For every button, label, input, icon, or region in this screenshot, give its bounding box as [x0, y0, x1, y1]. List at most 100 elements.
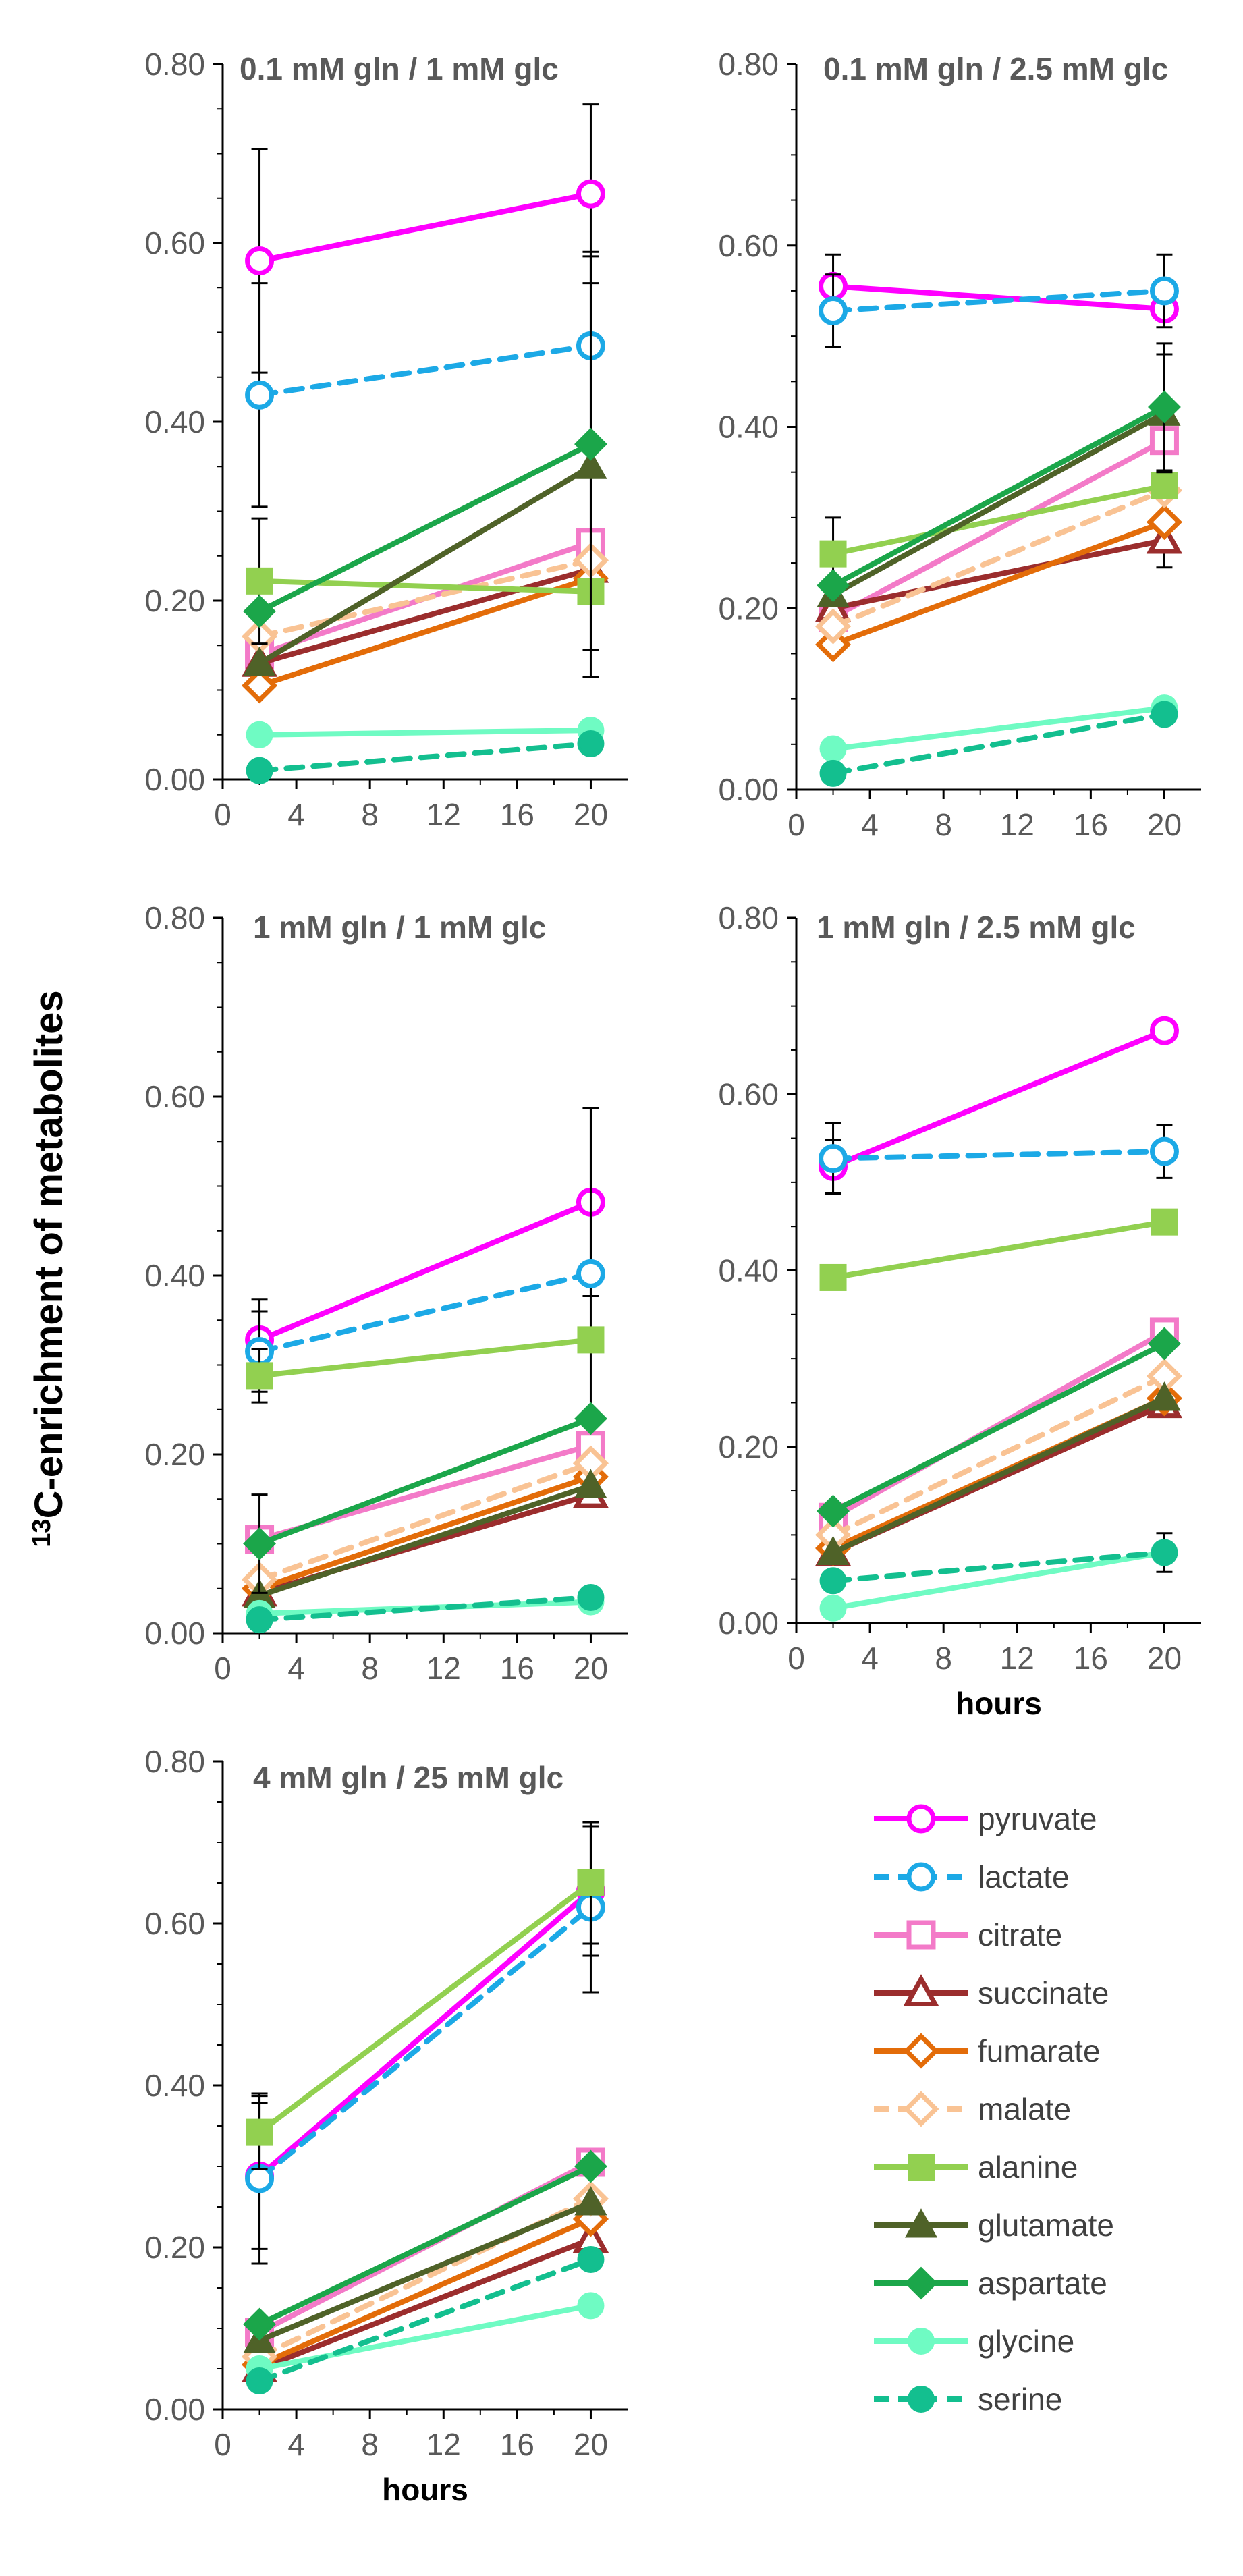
data-point-serine	[819, 759, 847, 787]
series-line	[256, 2200, 594, 2343]
series-malate	[241, 470, 609, 655]
series-alanine	[246, 1821, 605, 2170]
data-point-pyruvate	[1149, 1016, 1179, 1045]
data-point-glutamate	[243, 646, 276, 676]
series-lactate	[245, 250, 605, 508]
legend-marker	[906, 1862, 936, 1892]
panel-4: 0.00 0.20 0.40 0.60 0.80 0 4 8 12 16 20 1 mM gln / …	[718, 900, 1201, 1721]
series-line	[256, 728, 594, 738]
y-tick-label: 0.60	[144, 1906, 205, 1941]
legend-entry-glycine: glycine	[874, 2324, 1074, 2359]
x-tick-label: 4	[861, 1641, 879, 1676]
series-pyruvate	[245, 103, 605, 374]
series-line	[256, 2237, 594, 2372]
legend-label: alanine	[978, 2149, 1078, 2185]
x-tick-label: 12	[426, 797, 461, 832]
legend-label: lactate	[978, 1859, 1070, 1894]
series-line	[256, 464, 594, 666]
data-point-serine	[1151, 701, 1178, 728]
series-line	[256, 1880, 594, 2135]
series-line	[256, 1199, 594, 1343]
series-line	[256, 441, 594, 614]
legend-marker	[906, 1920, 936, 1950]
y-tick-label: 0.20	[144, 2230, 205, 2265]
data-point-lactate	[245, 2164, 275, 2193]
y-tick-label: 0.00	[144, 762, 205, 797]
legend-entry-glutamate: glutamate	[874, 2208, 1114, 2243]
y-tick-label: 0.60	[718, 1076, 779, 1112]
series-succinate	[241, 550, 609, 677]
legend-entry-malate: malate	[874, 2091, 1071, 2127]
x-tick-label: 4	[287, 797, 305, 832]
legend-entry-pyruvate: pyruvate	[874, 1801, 1097, 1836]
panel-title: 0.1 mM gln / 1 mM glc	[240, 51, 559, 86]
x-tick-label: 0	[214, 1651, 231, 1686]
series-lactate	[819, 1122, 1179, 1195]
legend-entry-lactate: lactate	[874, 1859, 1070, 1894]
series-malate	[241, 1445, 609, 1598]
legend-marker	[903, 2033, 939, 2069]
series-line	[256, 2303, 594, 2372]
y-tick-label: 0.20	[718, 591, 779, 626]
legend-label: fumarate	[978, 2033, 1101, 2068]
data-point-serine	[246, 2367, 273, 2394]
y-tick-label: 0.00	[718, 1606, 779, 1641]
series-glycine	[819, 1539, 1178, 1622]
x-tick-label: 16	[500, 1651, 534, 1686]
data-point-aspartate	[1148, 390, 1181, 424]
series-line	[256, 741, 594, 773]
data-point-lactate	[819, 1144, 848, 1174]
data-point-glutamate	[574, 2186, 607, 2216]
data-point-glutamate	[1148, 1381, 1181, 1411]
data-point-alanine	[246, 1362, 273, 1390]
data-point-alanine	[246, 567, 273, 595]
series-glutamate	[243, 1469, 607, 1608]
x-tick-label: 20	[574, 2427, 608, 2462]
series-line	[830, 404, 1167, 588]
x-tick-label: 20	[1147, 1641, 1182, 1676]
panel-title: 0.1 mM gln / 2.5 mM glc	[823, 51, 1168, 86]
y-tick-label: 0.80	[144, 900, 205, 935]
x-tick-label: 12	[426, 2427, 461, 2462]
series-alanine	[819, 472, 1178, 591]
series-line	[256, 1460, 594, 1583]
y-tick-label: 0.80	[718, 47, 779, 82]
series-line	[256, 2257, 594, 2384]
data-point-alanine	[577, 1869, 605, 1896]
series-line	[256, 566, 594, 666]
series-pyruvate	[819, 253, 1179, 324]
y-tick-label: 0.20	[718, 1429, 779, 1464]
x-tick-label: 12	[1000, 807, 1034, 842]
x-tick-label: 8	[361, 1651, 379, 1686]
series-line	[256, 2216, 594, 2367]
series-line	[256, 1595, 594, 1623]
y-tick-label: 0.60	[718, 228, 779, 263]
y-axis-title-superscript: 13	[28, 1518, 56, 1547]
data-point-aspartate	[574, 2149, 607, 2183]
series-line	[256, 1271, 594, 1354]
series-line	[830, 487, 1167, 630]
series-line	[830, 1028, 1167, 1170]
series-line	[256, 1888, 594, 2179]
legend-label: serine	[978, 2382, 1062, 2417]
panel-2: 0.00 0.20 0.40 0.60 0.80 0 4 8 12 16 20 0.1 mM gln …	[718, 47, 1201, 842]
series-line	[830, 287, 1167, 314]
data-point-aspartate	[1148, 1327, 1181, 1361]
data-point-serine	[577, 1584, 605, 1611]
data-point-glutamate	[574, 449, 607, 479]
panel-5: 0.00 0.20 0.40 0.60 0.80 0 4 8 12 16 20 4 mM gln / …	[144, 1744, 628, 2507]
data-point-fumarate	[814, 626, 852, 663]
y-axis-title: 13C-enrichment of metabolites	[27, 990, 71, 1547]
series-line	[830, 1550, 1167, 1611]
legend-entry-succinate: succinate	[874, 1974, 1109, 2010]
legend-label: aspartate	[978, 2266, 1107, 2301]
series-aspartate	[817, 1327, 1181, 1528]
series-line	[830, 705, 1167, 752]
x-tick-label: 16	[1074, 807, 1108, 842]
series-aspartate	[243, 1402, 607, 1594]
legend-label: glutamate	[978, 2208, 1114, 2243]
series-serine	[246, 1584, 605, 1634]
series-line	[830, 1219, 1167, 1280]
series-line	[830, 1149, 1167, 1161]
